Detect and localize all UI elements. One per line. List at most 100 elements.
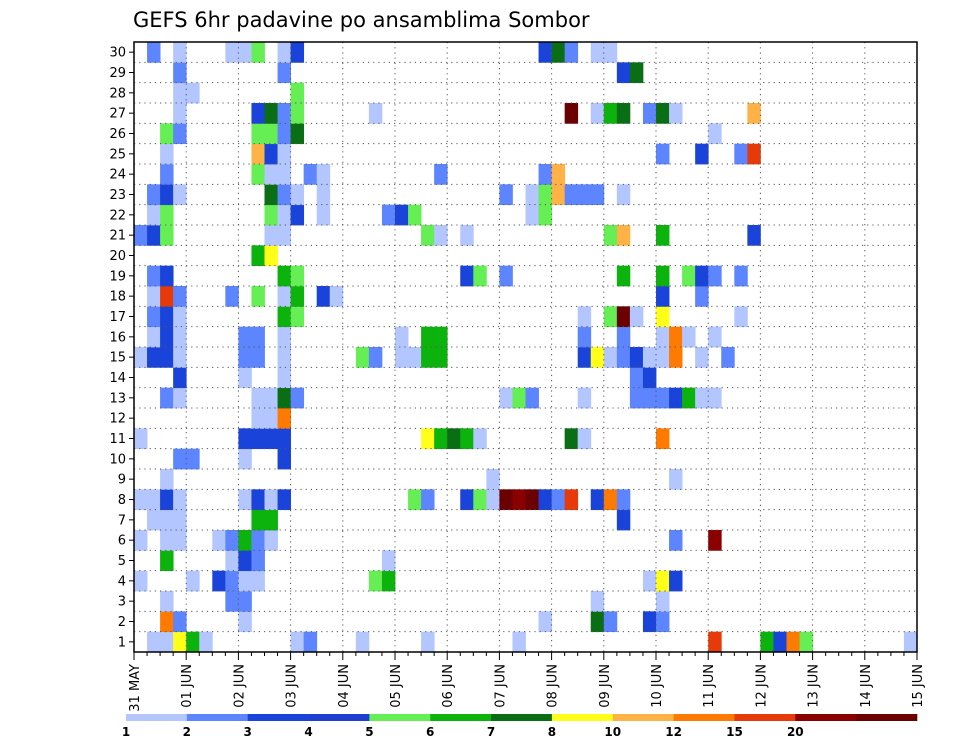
heatmap-cell xyxy=(368,347,383,368)
heatmap-cell xyxy=(551,184,566,206)
heatmap-cell xyxy=(290,631,305,653)
colorbar-swatch xyxy=(186,714,248,721)
heatmap-cell xyxy=(747,103,761,124)
heatmap-cell xyxy=(251,387,265,409)
heatmap-cell xyxy=(656,347,670,368)
heatmap-cell xyxy=(473,428,487,450)
x-tick-label: 03 JUN xyxy=(285,664,300,708)
x-tick-label: 01 JUN xyxy=(180,664,195,708)
heatmap-cell xyxy=(656,326,670,348)
heatmap-cell xyxy=(264,245,278,267)
heatmap-cell xyxy=(264,489,278,511)
heatmap-cell xyxy=(277,164,291,185)
heatmap-cell xyxy=(173,387,187,409)
heatmap-cell xyxy=(290,42,305,63)
heatmap-cell xyxy=(160,489,174,511)
heatmap-cell xyxy=(616,306,631,328)
heatmap-cell xyxy=(277,387,291,409)
colorbar-swatch xyxy=(430,714,492,721)
y-tick-label: 13 xyxy=(109,391,126,406)
heatmap-cell xyxy=(368,570,383,592)
colorbar-swatch xyxy=(126,714,188,721)
heatmap-cell xyxy=(186,82,200,104)
heatmap-cell xyxy=(629,62,644,84)
heatmap-cell xyxy=(616,103,631,124)
heatmap-cell xyxy=(538,184,552,206)
heatmap-cell xyxy=(408,204,422,226)
heatmap-cell xyxy=(682,326,696,348)
heatmap-cell xyxy=(551,42,566,63)
heatmap-cell xyxy=(473,265,487,287)
y-tick-label: 9 xyxy=(118,473,126,488)
heatmap-cell xyxy=(238,428,252,450)
heatmap-cell xyxy=(499,387,513,409)
heatmap-cell xyxy=(421,326,435,348)
heatmap-cell xyxy=(134,570,148,592)
heatmap-cell xyxy=(160,387,174,409)
heatmap-cell xyxy=(277,123,291,145)
heatmap-cell xyxy=(708,123,722,145)
x-tick-label: 11 JUN xyxy=(702,664,717,708)
heatmap-cell xyxy=(603,347,618,368)
heatmap-cell xyxy=(147,42,161,63)
heatmap-cell xyxy=(264,123,278,145)
heatmap-cell xyxy=(225,530,239,551)
heatmap-cell xyxy=(173,347,187,368)
colorbar-label: 5 xyxy=(365,725,373,739)
heatmap-cell xyxy=(629,387,644,409)
colorbar-label: 6 xyxy=(426,725,434,739)
x-tick-label: 07 JUN xyxy=(493,664,508,708)
heatmap-cell xyxy=(173,326,187,348)
heatmap-cell xyxy=(290,123,305,145)
heatmap-cell xyxy=(147,509,161,531)
heatmap-cell xyxy=(134,225,148,246)
colorbar-swatch xyxy=(856,714,918,721)
y-tick-label: 6 xyxy=(118,534,126,549)
heatmap-cell xyxy=(538,164,552,185)
heatmap-cell xyxy=(512,387,526,409)
heatmap-cell xyxy=(303,164,318,185)
heatmap-cell xyxy=(486,489,500,511)
heatmap-cell xyxy=(708,326,722,348)
heatmap-cell xyxy=(616,326,631,348)
y-tick-label: 1 xyxy=(118,635,126,650)
y-tick-label: 7 xyxy=(118,513,126,528)
heatmap-cell xyxy=(277,306,291,328)
heatmap-cell xyxy=(434,326,448,348)
heatmap-cell xyxy=(290,265,305,287)
colorbar-swatch xyxy=(551,714,614,721)
heatmap-cell xyxy=(147,265,161,287)
heatmap-cell xyxy=(251,489,265,511)
heatmap-cell xyxy=(225,550,239,572)
heatmap-cell xyxy=(499,265,513,287)
y-tick-label: 21 xyxy=(109,229,126,244)
heatmap-cell xyxy=(708,265,722,287)
colorbar-swatch xyxy=(308,714,370,721)
heatmap-cell xyxy=(721,347,735,368)
heatmap-cell xyxy=(629,306,644,328)
heatmap-cell xyxy=(160,469,174,490)
heatmap-cell xyxy=(525,489,539,511)
heatmap-cell xyxy=(773,631,787,653)
heatmap-cell xyxy=(160,184,174,206)
colorbar-label: 8 xyxy=(548,725,556,739)
heatmap-cell xyxy=(577,306,592,328)
heatmap-cell xyxy=(277,408,291,429)
heatmap-cell xyxy=(277,448,291,470)
y-tick-label: 3 xyxy=(118,595,126,610)
heatmap-cell xyxy=(616,509,631,531)
heatmap-cell xyxy=(381,204,396,226)
heatmap-cell xyxy=(225,570,239,592)
heatmap-cell xyxy=(669,530,683,551)
heatmap-cell xyxy=(656,591,670,612)
colorbar-swatch xyxy=(247,714,309,721)
heatmap-cell xyxy=(355,631,370,653)
heatmap-cell xyxy=(525,387,539,409)
y-tick-label: 15 xyxy=(109,351,126,366)
colorbar-label: 20 xyxy=(787,725,804,739)
y-tick-label: 19 xyxy=(109,269,126,284)
heatmap-cell xyxy=(603,306,618,328)
heatmap-cell xyxy=(355,347,370,368)
heatmap-cell xyxy=(277,489,291,511)
heatmap-cell xyxy=(264,184,278,206)
